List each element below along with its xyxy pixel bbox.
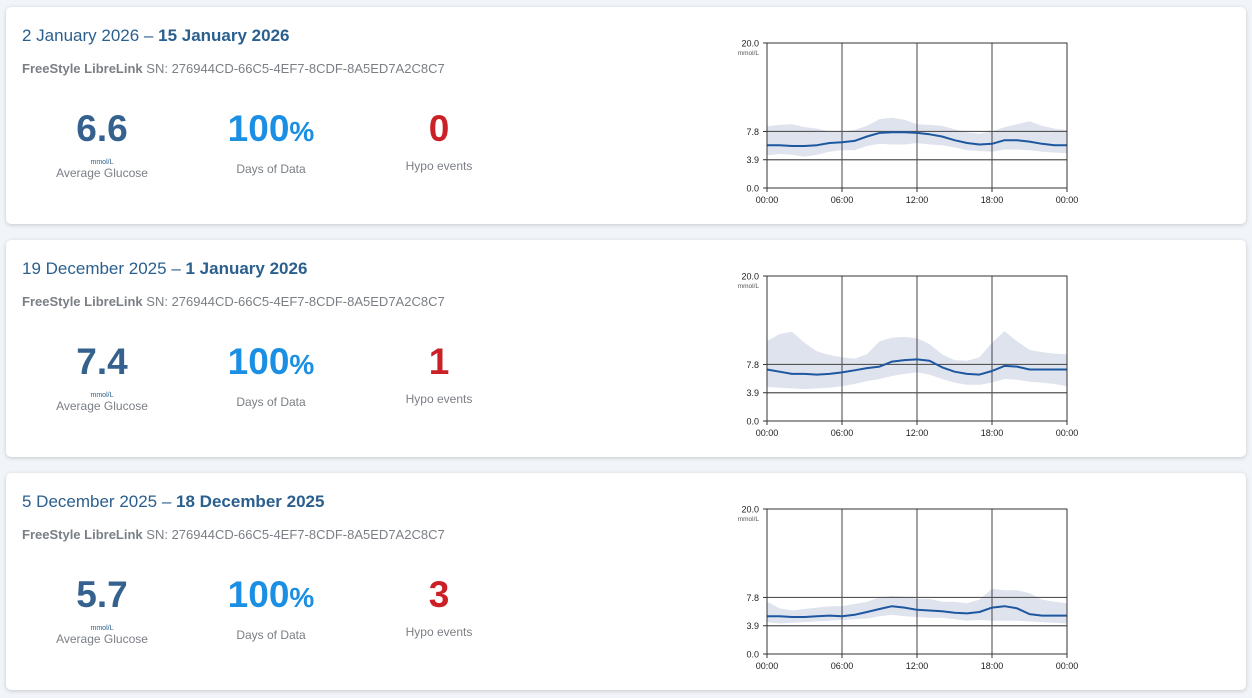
days-of-data-label: Days of Data bbox=[236, 628, 306, 642]
average-glucose-unit: mmol/L bbox=[90, 159, 114, 166]
report-card[interactable]: 2 January 2026 – 15 January 2026 FreeSty… bbox=[6, 7, 1246, 224]
average-glucose-label: Average Glucose bbox=[56, 166, 148, 180]
days-of-data-label: Days of Data bbox=[236, 395, 306, 409]
x-tick-label: 00:00 bbox=[1056, 661, 1079, 671]
date-separator: – bbox=[157, 492, 177, 511]
device-info: FreeStyle LibreLink SN: 276944CD-66C5-4E… bbox=[22, 527, 445, 542]
glucose-profile-chart: 20.0 7.8 3.9 0.0 mmol/L 00:00 06:00 12:00 18:00 0… bbox=[738, 505, 1079, 672]
days-of-data-metric: 100% Days of Data bbox=[201, 107, 341, 176]
x-tick-label: 00:00 bbox=[756, 661, 779, 671]
date-separator: – bbox=[166, 259, 186, 278]
hypo-events-label: Hypo events bbox=[405, 159, 473, 173]
x-tick-label: 06:00 bbox=[831, 661, 854, 671]
hypo-events-value: 0 bbox=[428, 108, 450, 149]
y-tick-label: 3.9 bbox=[746, 388, 759, 398]
days-of-data-value: 100 bbox=[227, 108, 290, 149]
x-tick-label: 00:00 bbox=[1056, 195, 1079, 205]
hypo-events-metric: 0 Hypo events bbox=[379, 107, 499, 173]
x-tick-label: 18:00 bbox=[981, 661, 1004, 671]
device-name: FreeStyle LibreLink bbox=[22, 61, 143, 76]
days-of-data-value: 100 bbox=[227, 341, 290, 382]
average-glucose-metric: 6.6 mmol/L Average Glucose bbox=[42, 107, 162, 180]
average-glucose-label: Average Glucose bbox=[56, 632, 148, 646]
date-start: 5 December 2025 bbox=[22, 492, 158, 511]
days-of-data-value: 100 bbox=[227, 574, 290, 615]
y-tick-label: 3.9 bbox=[746, 621, 759, 631]
date-range: 19 December 2025 – 1 January 2026 bbox=[22, 259, 307, 279]
date-range: 5 December 2025 – 18 December 2025 bbox=[22, 492, 324, 512]
device-serial: SN: 276944CD-66C5-4EF7-8CDF-8A5ED7A2C8C7 bbox=[146, 61, 445, 76]
y-tick-label: 3.9 bbox=[746, 155, 759, 165]
median-line bbox=[767, 131, 1067, 147]
hypo-events-value: 1 bbox=[428, 341, 450, 382]
days-of-data-metric: 100% Days of Data bbox=[201, 573, 341, 642]
y-tick-label: 7.8 bbox=[746, 127, 759, 137]
y-tick-label: 0.0 bbox=[746, 417, 759, 427]
x-tick-label: 00:00 bbox=[756, 195, 779, 205]
average-glucose-metric: 7.4 mmol/L Average Glucose bbox=[42, 340, 162, 413]
y-tick-label: 20.0 bbox=[741, 272, 759, 282]
x-tick-label: 12:00 bbox=[906, 195, 929, 205]
hypo-events-metric: 1 Hypo events bbox=[379, 340, 499, 406]
average-glucose-label: Average Glucose bbox=[56, 399, 148, 413]
x-tick-label: 18:00 bbox=[981, 428, 1004, 438]
date-end: 1 January 2026 bbox=[185, 259, 308, 278]
date-separator: – bbox=[139, 26, 159, 45]
glucose-profile-chart: 20.0 7.8 3.9 0.0 mmol/L 00:00 06:00 12:00 18:00 0… bbox=[738, 272, 1079, 439]
x-tick-label: 00:00 bbox=[1056, 428, 1079, 438]
report-card[interactable]: 5 December 2025 – 18 December 2025 FreeS… bbox=[6, 473, 1246, 690]
y-unit-label: mmol/L bbox=[738, 283, 760, 290]
days-of-data-value-wrap: 100% bbox=[201, 573, 341, 620]
device-serial: SN: 276944CD-66C5-4EF7-8CDF-8A5ED7A2C8C7 bbox=[146, 294, 445, 309]
days-of-data-metric: 100% Days of Data bbox=[201, 340, 341, 409]
days-of-data-label: Days of Data bbox=[236, 162, 306, 176]
y-tick-label: 20.0 bbox=[741, 39, 759, 49]
hypo-events-value: 3 bbox=[428, 574, 450, 615]
days-of-data-value-wrap: 100% bbox=[201, 107, 341, 154]
average-glucose-unit: mmol/L bbox=[90, 625, 114, 632]
device-name: FreeStyle LibreLink bbox=[22, 527, 143, 542]
x-tick-label: 06:00 bbox=[831, 428, 854, 438]
average-glucose-value: 7.4 bbox=[76, 341, 128, 382]
average-glucose-metric: 5.7 mmol/L Average Glucose bbox=[42, 573, 162, 646]
x-tick-label: 18:00 bbox=[981, 195, 1004, 205]
device-info: FreeStyle LibreLink SN: 276944CD-66C5-4E… bbox=[22, 61, 445, 76]
days-of-data-unit: % bbox=[289, 582, 315, 613]
x-tick-label: 06:00 bbox=[831, 195, 854, 205]
average-glucose-value: 6.6 bbox=[76, 108, 128, 149]
y-tick-label: 20.0 bbox=[741, 505, 759, 515]
date-start: 2 January 2026 bbox=[22, 26, 140, 45]
y-tick-label: 0.0 bbox=[746, 184, 759, 194]
report-card[interactable]: 19 December 2025 – 1 January 2026 FreeSt… bbox=[6, 240, 1246, 457]
x-tick-label: 00:00 bbox=[756, 428, 779, 438]
days-of-data-unit: % bbox=[289, 116, 315, 147]
device-info: FreeStyle LibreLink SN: 276944CD-66C5-4E… bbox=[22, 294, 445, 309]
hypo-events-label: Hypo events bbox=[405, 625, 473, 639]
y-unit-label: mmol/L bbox=[738, 50, 760, 57]
date-start: 19 December 2025 bbox=[22, 259, 167, 278]
average-glucose-value: 5.7 bbox=[76, 574, 128, 615]
date-range: 2 January 2026 – 15 January 2026 bbox=[22, 26, 290, 46]
median-line bbox=[766, 358, 1067, 376]
y-tick-label: 7.8 bbox=[746, 593, 759, 603]
y-unit-label: mmol/L bbox=[738, 516, 760, 523]
device-name: FreeStyle LibreLink bbox=[22, 294, 143, 309]
x-tick-label: 12:00 bbox=[906, 428, 929, 438]
x-tick-label: 12:00 bbox=[906, 661, 929, 671]
y-tick-label: 7.8 bbox=[746, 360, 759, 370]
average-glucose-unit: mmol/L bbox=[90, 392, 114, 399]
y-tick-label: 0.0 bbox=[746, 650, 759, 660]
days-of-data-unit: % bbox=[289, 349, 315, 380]
glucose-profile-chart: 20.0 7.8 3.9 0.0 mmol/L 00:00 06:00 12:00 18:00 0… bbox=[738, 39, 1079, 206]
hypo-events-label: Hypo events bbox=[405, 392, 473, 406]
date-end: 15 January 2026 bbox=[158, 26, 290, 45]
date-end: 18 December 2025 bbox=[176, 492, 325, 511]
device-serial: SN: 276944CD-66C5-4EF7-8CDF-8A5ED7A2C8C7 bbox=[146, 527, 445, 542]
median-line bbox=[767, 605, 1067, 618]
hypo-events-metric: 3 Hypo events bbox=[379, 573, 499, 639]
days-of-data-value-wrap: 100% bbox=[201, 340, 341, 387]
